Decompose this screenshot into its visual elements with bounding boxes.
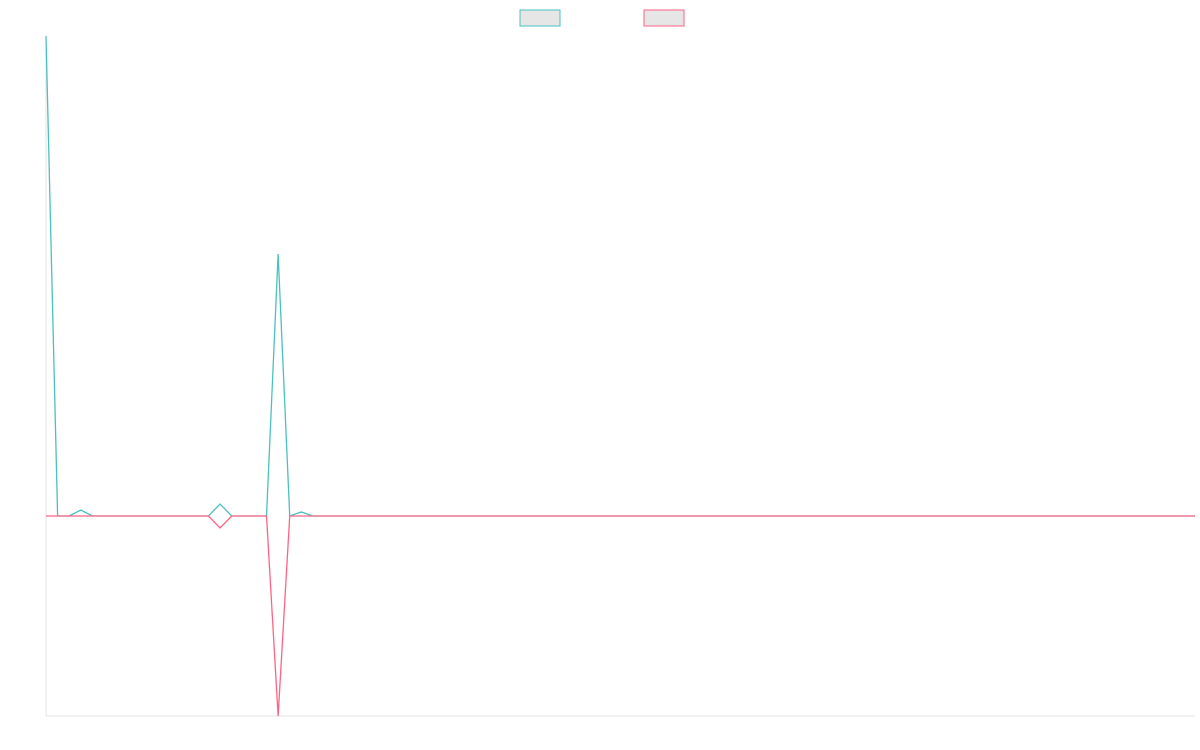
legend-swatch-1[interactable] — [519, 9, 561, 27]
series-line-2 — [46, 515, 1195, 717]
axes — [45, 36, 1195, 717]
legend — [519, 9, 685, 27]
legend-swatch-2[interactable] — [643, 9, 685, 27]
series-line-1 — [45, 35, 1195, 517]
series-layer — [45, 35, 1195, 717]
